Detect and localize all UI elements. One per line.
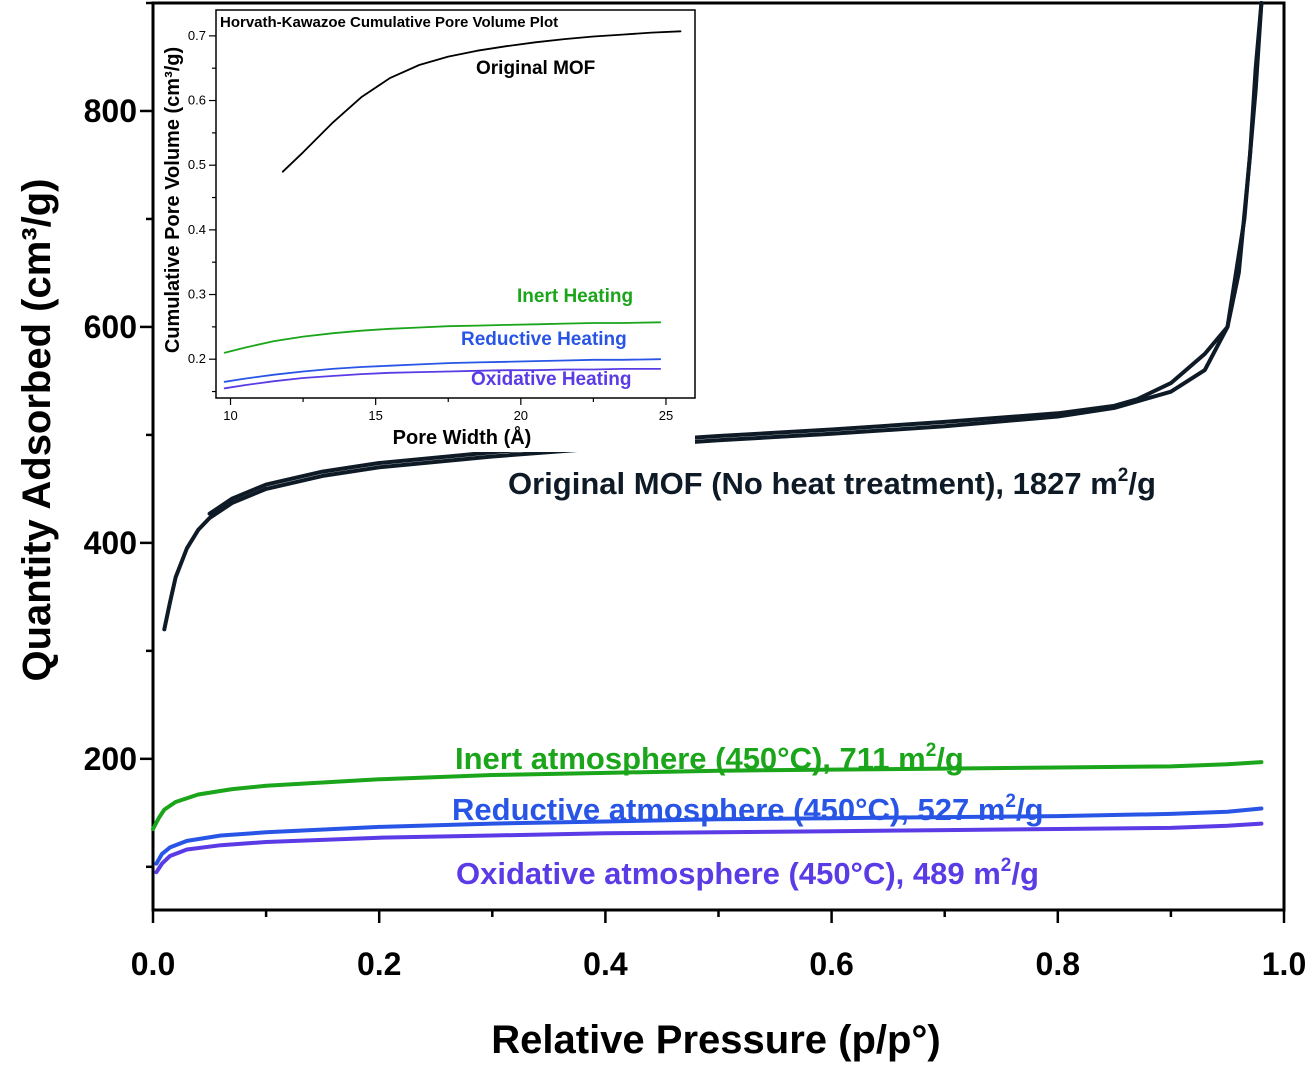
series-label-original-mof-text: Original MOF (No heat treatment), 1827 m	[508, 466, 1118, 501]
main-series-line-original-mof-desorption	[207, 1, 1264, 516]
inset-chart: 10 15 20 25 0.2 0.3 0.4 0.5 0.6 0.7 Horvath-Kawaz…	[158, 8, 696, 452]
main-ticks	[140, 1, 1286, 923]
inset-title: Horvath-Kawazoe Cumulative Pore Volume P…	[220, 14, 558, 31]
main-x-tick-label: 0.2	[357, 946, 401, 982]
inset-series-line-original-mof	[281, 30, 682, 173]
main-y-tick-label: 600	[84, 309, 137, 345]
main-x-axis-label: Relative Pressure (p/p°)	[491, 1018, 941, 1062]
inset-x-tick-label: 20	[514, 408, 528, 423]
inset-x-tick-label: 15	[368, 408, 382, 423]
main-x-tick-label: 0.4	[583, 946, 628, 982]
series-label-reductive-text: Reductive atmosphere (450°C), 527 m	[452, 792, 1005, 827]
inset-label-oxidative: Oxidative Heating	[471, 369, 632, 390]
main-x-tick-label: 0.8	[1036, 946, 1080, 982]
series-label-reductive-sup: 2	[1005, 791, 1016, 812]
series-label-oxidative-sup: 2	[1001, 855, 1012, 876]
inset-series-line-reductive-heating	[223, 358, 662, 383]
inset-label-inert: Inert Heating	[517, 286, 633, 307]
series-label-reductive: Reductive atmosphere (450°C), 527 m2/g	[452, 791, 1044, 827]
inset-y-tick-label: 0.6	[188, 93, 206, 108]
inset-y-tick-label: 0.4	[188, 222, 206, 237]
series-label-inert-text: Inert atmosphere (450°C), 711 m	[455, 741, 926, 776]
inset-x-tick-label: 25	[659, 408, 673, 423]
main-y-tick-label: 400	[84, 525, 137, 561]
main-x-tick-label: 1.0	[1262, 946, 1306, 982]
main-series-line-reductive-atmosphere-450-c-527-m-g	[154, 806, 1264, 866]
series-label-oxidative-text: Oxidative atmosphere (450°C), 489 m	[456, 856, 1001, 891]
main-series-line-oxidative-atmosphere-450-c-489-m-g	[154, 821, 1264, 875]
inset-series-line-inert-heating	[223, 321, 662, 354]
inset-y-axis-label: Cumulative Pore Volume (cm³/g)	[162, 47, 184, 353]
inset-series-line-oxidative-heating	[223, 367, 662, 390]
inset-ticks	[209, 35, 667, 405]
series-label-inert-sup: 2	[926, 740, 937, 761]
inset-series	[223, 30, 682, 390]
inset-plot-frame	[215, 9, 696, 399]
inset-x-tick-label: 10	[223, 408, 237, 423]
main-series-line-inert-atmosphere-450-c-711-m-g	[151, 760, 1264, 831]
main-x-tick-label: 0.0	[131, 946, 175, 982]
main-chart: 0.0 0.2 0.4 0.6 0.8 1.0 200 400 600 800 Relative …	[15, 1, 1307, 1062]
inset-y-tick-label: 0.3	[188, 287, 206, 302]
series-label-oxidative: Oxidative atmosphere (450°C), 489 m2/g	[456, 855, 1039, 891]
series-label-oxidative-tail: /g	[1011, 856, 1039, 891]
main-tick-labels: 0.0 0.2 0.4 0.6 0.8 1.0 200 400 600 800	[84, 93, 1307, 982]
inset-label-reductive: Reductive Heating	[461, 329, 627, 350]
series-label-inert: Inert atmosphere (450°C), 711 m2/g	[455, 740, 964, 776]
inset-tick-labels: 10 15 20 25 0.2 0.3 0.4 0.5 0.6 0.7	[188, 28, 673, 423]
series-label-original-mof: Original MOF (No heat treatment), 1827 m…	[508, 465, 1156, 501]
main-x-tick-label: 0.6	[809, 946, 853, 982]
series-label-original-mof-sup: 2	[1118, 465, 1129, 486]
series-label-inert-tail: /g	[936, 741, 964, 776]
inset-label-original-mof: Original MOF	[476, 58, 595, 79]
series-label-reductive-tail: /g	[1016, 792, 1044, 827]
inset-y-tick-label: 0.2	[188, 351, 206, 366]
inset-y-tick-label: 0.7	[188, 28, 206, 43]
main-y-tick-label: 800	[84, 93, 137, 129]
inset-x-axis-label: Pore Width (Å)	[393, 425, 532, 449]
main-y-tick-label: 200	[84, 741, 137, 777]
main-y-axis-label: Quantity Adsorbed (cm³/g)	[15, 179, 59, 682]
series-label-original-mof-tail: /g	[1128, 466, 1156, 501]
inset-y-tick-label: 0.5	[188, 157, 206, 172]
